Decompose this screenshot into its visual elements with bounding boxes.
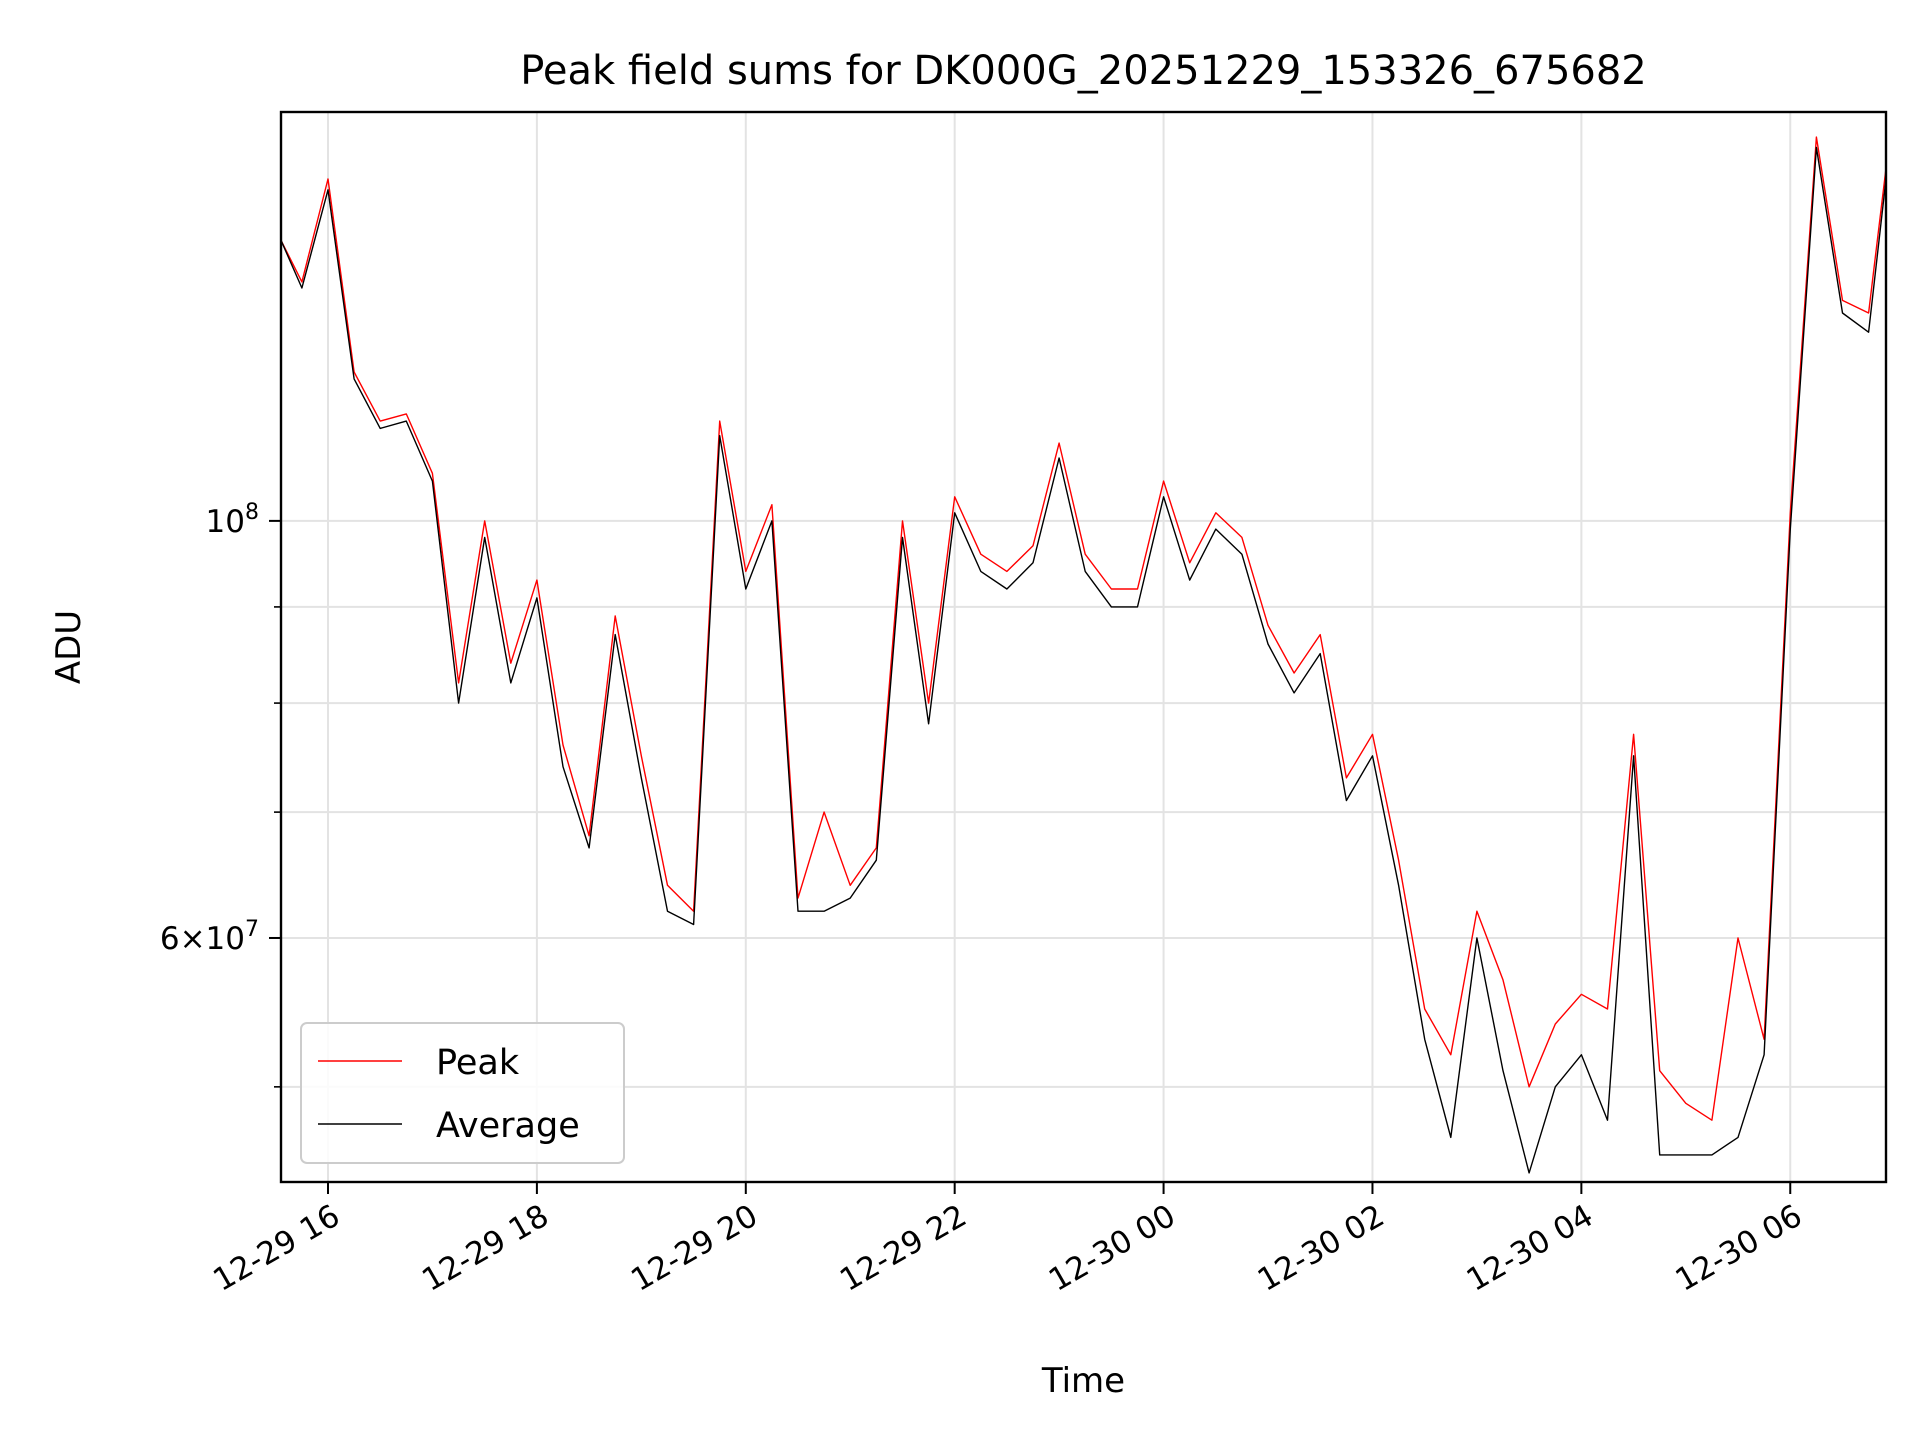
plot-lines (280, 136, 1887, 1174)
y-axis-title: ADU (49, 610, 89, 684)
chart-title: Peak field sums for DK000G_20251229_1533… (520, 48, 1647, 94)
x-axis-title: Time (1041, 1361, 1125, 1401)
legend-label-peak: Peak (436, 1043, 520, 1083)
legend-box (300, 1022, 625, 1164)
y-tick-label: 6×107 (160, 917, 259, 957)
y-ticks: 6×107 108 (160, 500, 281, 1088)
axes-frame (279, 110, 1888, 1184)
legend-label-average: Average (436, 1106, 580, 1146)
series-line-peak (280, 136, 1887, 1121)
y-tick-label: 108 (206, 500, 259, 540)
legend: Peak Average (300, 1022, 625, 1164)
series-line-average (280, 146, 1887, 1174)
